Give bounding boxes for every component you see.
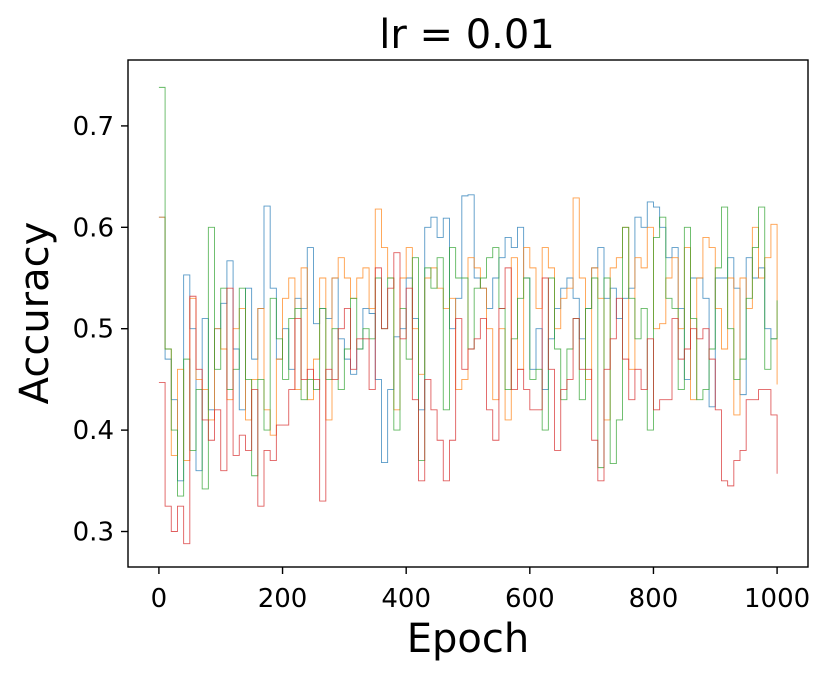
plot-frame bbox=[127, 59, 809, 568]
x-tick-label: 1000 bbox=[744, 584, 810, 614]
x-tick-label: 400 bbox=[381, 584, 431, 614]
series-line-2 bbox=[158, 197, 778, 461]
y-axis: 0.3 0.4 0.5 0.6 0.7 bbox=[73, 112, 128, 548]
x-tick-label: 600 bbox=[505, 584, 555, 614]
y-axis-label: Accuracy bbox=[12, 222, 58, 405]
x-tick-label: 0 bbox=[151, 584, 168, 614]
y-tick-label: 0.6 bbox=[73, 213, 114, 243]
x-axis: 0 200 400 600 800 1000 bbox=[151, 567, 810, 614]
y-tick-label: 0.3 bbox=[73, 518, 114, 548]
series-layer bbox=[158, 86, 778, 545]
series-line-4 bbox=[158, 252, 778, 545]
x-tick-label: 800 bbox=[629, 584, 679, 614]
y-tick-label: 0.4 bbox=[73, 416, 114, 446]
y-tick-label: 0.5 bbox=[73, 315, 114, 345]
y-tick-label: 0.7 bbox=[73, 112, 114, 142]
x-tick-label: 200 bbox=[258, 584, 308, 614]
x-axis-label: Epoch bbox=[407, 616, 529, 662]
chart-title: lr = 0.01 bbox=[379, 12, 555, 58]
